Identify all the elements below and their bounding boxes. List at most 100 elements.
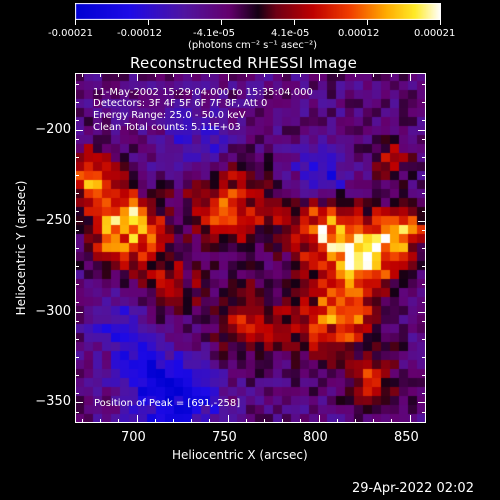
axis-tick bbox=[75, 139, 79, 140]
detectors-text: Detectors: 3F 4F 5F 6F 7F 8F, Att 0 bbox=[93, 98, 268, 109]
axis-tick bbox=[422, 139, 426, 140]
axis-tick bbox=[137, 419, 138, 423]
axis-tick bbox=[75, 302, 79, 303]
colorbar-tick bbox=[221, 20, 222, 25]
axis-tick bbox=[355, 419, 356, 423]
colorbar-label: -4.1e-05 bbox=[193, 28, 235, 39]
axis-tick bbox=[75, 120, 79, 121]
axis-tick bbox=[418, 402, 426, 403]
axis-tick bbox=[118, 73, 119, 77]
axis-tick bbox=[391, 419, 392, 423]
peak-position-text: Position of Peak = [691,-258] bbox=[94, 398, 241, 409]
colorbar-ticks bbox=[0, 20, 500, 30]
axis-tick bbox=[282, 73, 283, 77]
axis-tick bbox=[75, 375, 79, 376]
axis-tick bbox=[75, 211, 79, 212]
axis-tick bbox=[75, 412, 79, 413]
axis-tick bbox=[422, 393, 426, 394]
axis-tick bbox=[418, 221, 426, 222]
axis-tick bbox=[209, 73, 210, 77]
axis-tick bbox=[422, 157, 426, 158]
axis-tick bbox=[173, 419, 174, 423]
axis-tick bbox=[75, 230, 79, 231]
y-tick-label: −350 bbox=[35, 394, 71, 409]
axis-tick bbox=[75, 339, 79, 340]
axis-tick bbox=[75, 266, 79, 267]
colorbar-tick bbox=[75, 20, 76, 25]
axis-tick bbox=[75, 102, 79, 103]
axis-tick bbox=[422, 120, 426, 121]
energy-range-text: Energy Range: 25.0 - 50.0 keV bbox=[93, 110, 246, 121]
axis-tick bbox=[391, 73, 392, 77]
axis-tick bbox=[355, 73, 356, 77]
axis-tick bbox=[264, 419, 265, 423]
axis-tick bbox=[82, 419, 83, 423]
axis-tick bbox=[373, 419, 374, 423]
axis-tick bbox=[418, 130, 426, 131]
y-tick-label: −200 bbox=[35, 122, 71, 137]
time-range-text: 11-May-2002 15:29:04.000 to 15:35:04.000 bbox=[93, 87, 313, 98]
x-tick-label: 850 bbox=[394, 430, 419, 445]
axis-tick bbox=[300, 73, 301, 77]
axis-tick bbox=[373, 73, 374, 77]
colorbar-tick bbox=[294, 20, 295, 25]
axis-tick bbox=[422, 84, 426, 85]
axis-tick bbox=[228, 73, 229, 81]
axis-tick bbox=[422, 302, 426, 303]
colorbar-tick bbox=[440, 20, 441, 25]
x-tick-label: 750 bbox=[212, 430, 237, 445]
x-tick-label: 700 bbox=[121, 430, 146, 445]
axis-tick bbox=[228, 73, 229, 77]
plot-title: Reconstructed RHESSI Image bbox=[130, 54, 358, 72]
axis-tick bbox=[422, 248, 426, 249]
axis-tick bbox=[82, 73, 83, 77]
x-tick-label: 800 bbox=[303, 430, 328, 445]
axis-tick bbox=[75, 130, 83, 131]
axis-tick bbox=[422, 375, 426, 376]
clean-counts-text: Clean Total counts: 5.11E+03 bbox=[93, 122, 241, 133]
colorbar-tick bbox=[367, 20, 368, 25]
axis-tick bbox=[191, 419, 192, 423]
axis-tick bbox=[410, 73, 411, 81]
axis-tick bbox=[422, 357, 426, 358]
colorbar-label: -0.00012 bbox=[117, 28, 162, 39]
axis-tick bbox=[246, 419, 247, 423]
axis-tick bbox=[264, 73, 265, 77]
axis-tick bbox=[422, 175, 426, 176]
colorbar bbox=[75, 3, 441, 20]
axis-tick bbox=[422, 412, 426, 413]
axis-tick bbox=[282, 419, 283, 423]
y-tick-label: −250 bbox=[35, 213, 71, 228]
axis-tick bbox=[191, 73, 192, 77]
axis-tick bbox=[75, 193, 79, 194]
timestamp: 29-Apr-2022 02:02 bbox=[352, 481, 474, 496]
axis-tick bbox=[75, 321, 79, 322]
x-axis-label: Heliocentric X (arcsec) bbox=[172, 448, 308, 462]
axis-tick bbox=[173, 73, 174, 77]
axis-tick bbox=[75, 221, 83, 222]
axis-tick bbox=[155, 73, 156, 77]
axis-tick bbox=[75, 157, 79, 158]
colorbar-label: -0.00021 bbox=[48, 28, 93, 39]
axis-tick bbox=[75, 312, 83, 313]
axis-tick bbox=[137, 73, 138, 81]
axis-tick bbox=[418, 312, 426, 313]
axis-tick bbox=[155, 419, 156, 423]
axis-tick bbox=[422, 339, 426, 340]
axis-tick bbox=[246, 73, 247, 77]
axis-tick bbox=[319, 419, 320, 423]
axis-tick bbox=[75, 393, 79, 394]
axis-tick bbox=[422, 266, 426, 267]
axis-tick bbox=[300, 419, 301, 423]
axis-tick bbox=[337, 419, 338, 423]
axis-tick bbox=[422, 211, 426, 212]
axis-tick bbox=[422, 193, 426, 194]
axis-tick bbox=[75, 357, 79, 358]
y-axis-label: Heliocentric Y (arcsec) bbox=[14, 180, 28, 316]
axis-tick bbox=[137, 73, 138, 77]
colorbar-label: 4.1e-05 bbox=[271, 28, 310, 39]
axis-tick bbox=[100, 73, 101, 77]
axis-tick bbox=[422, 321, 426, 322]
axis-tick bbox=[337, 73, 338, 77]
y-tick-label: −300 bbox=[35, 304, 71, 319]
